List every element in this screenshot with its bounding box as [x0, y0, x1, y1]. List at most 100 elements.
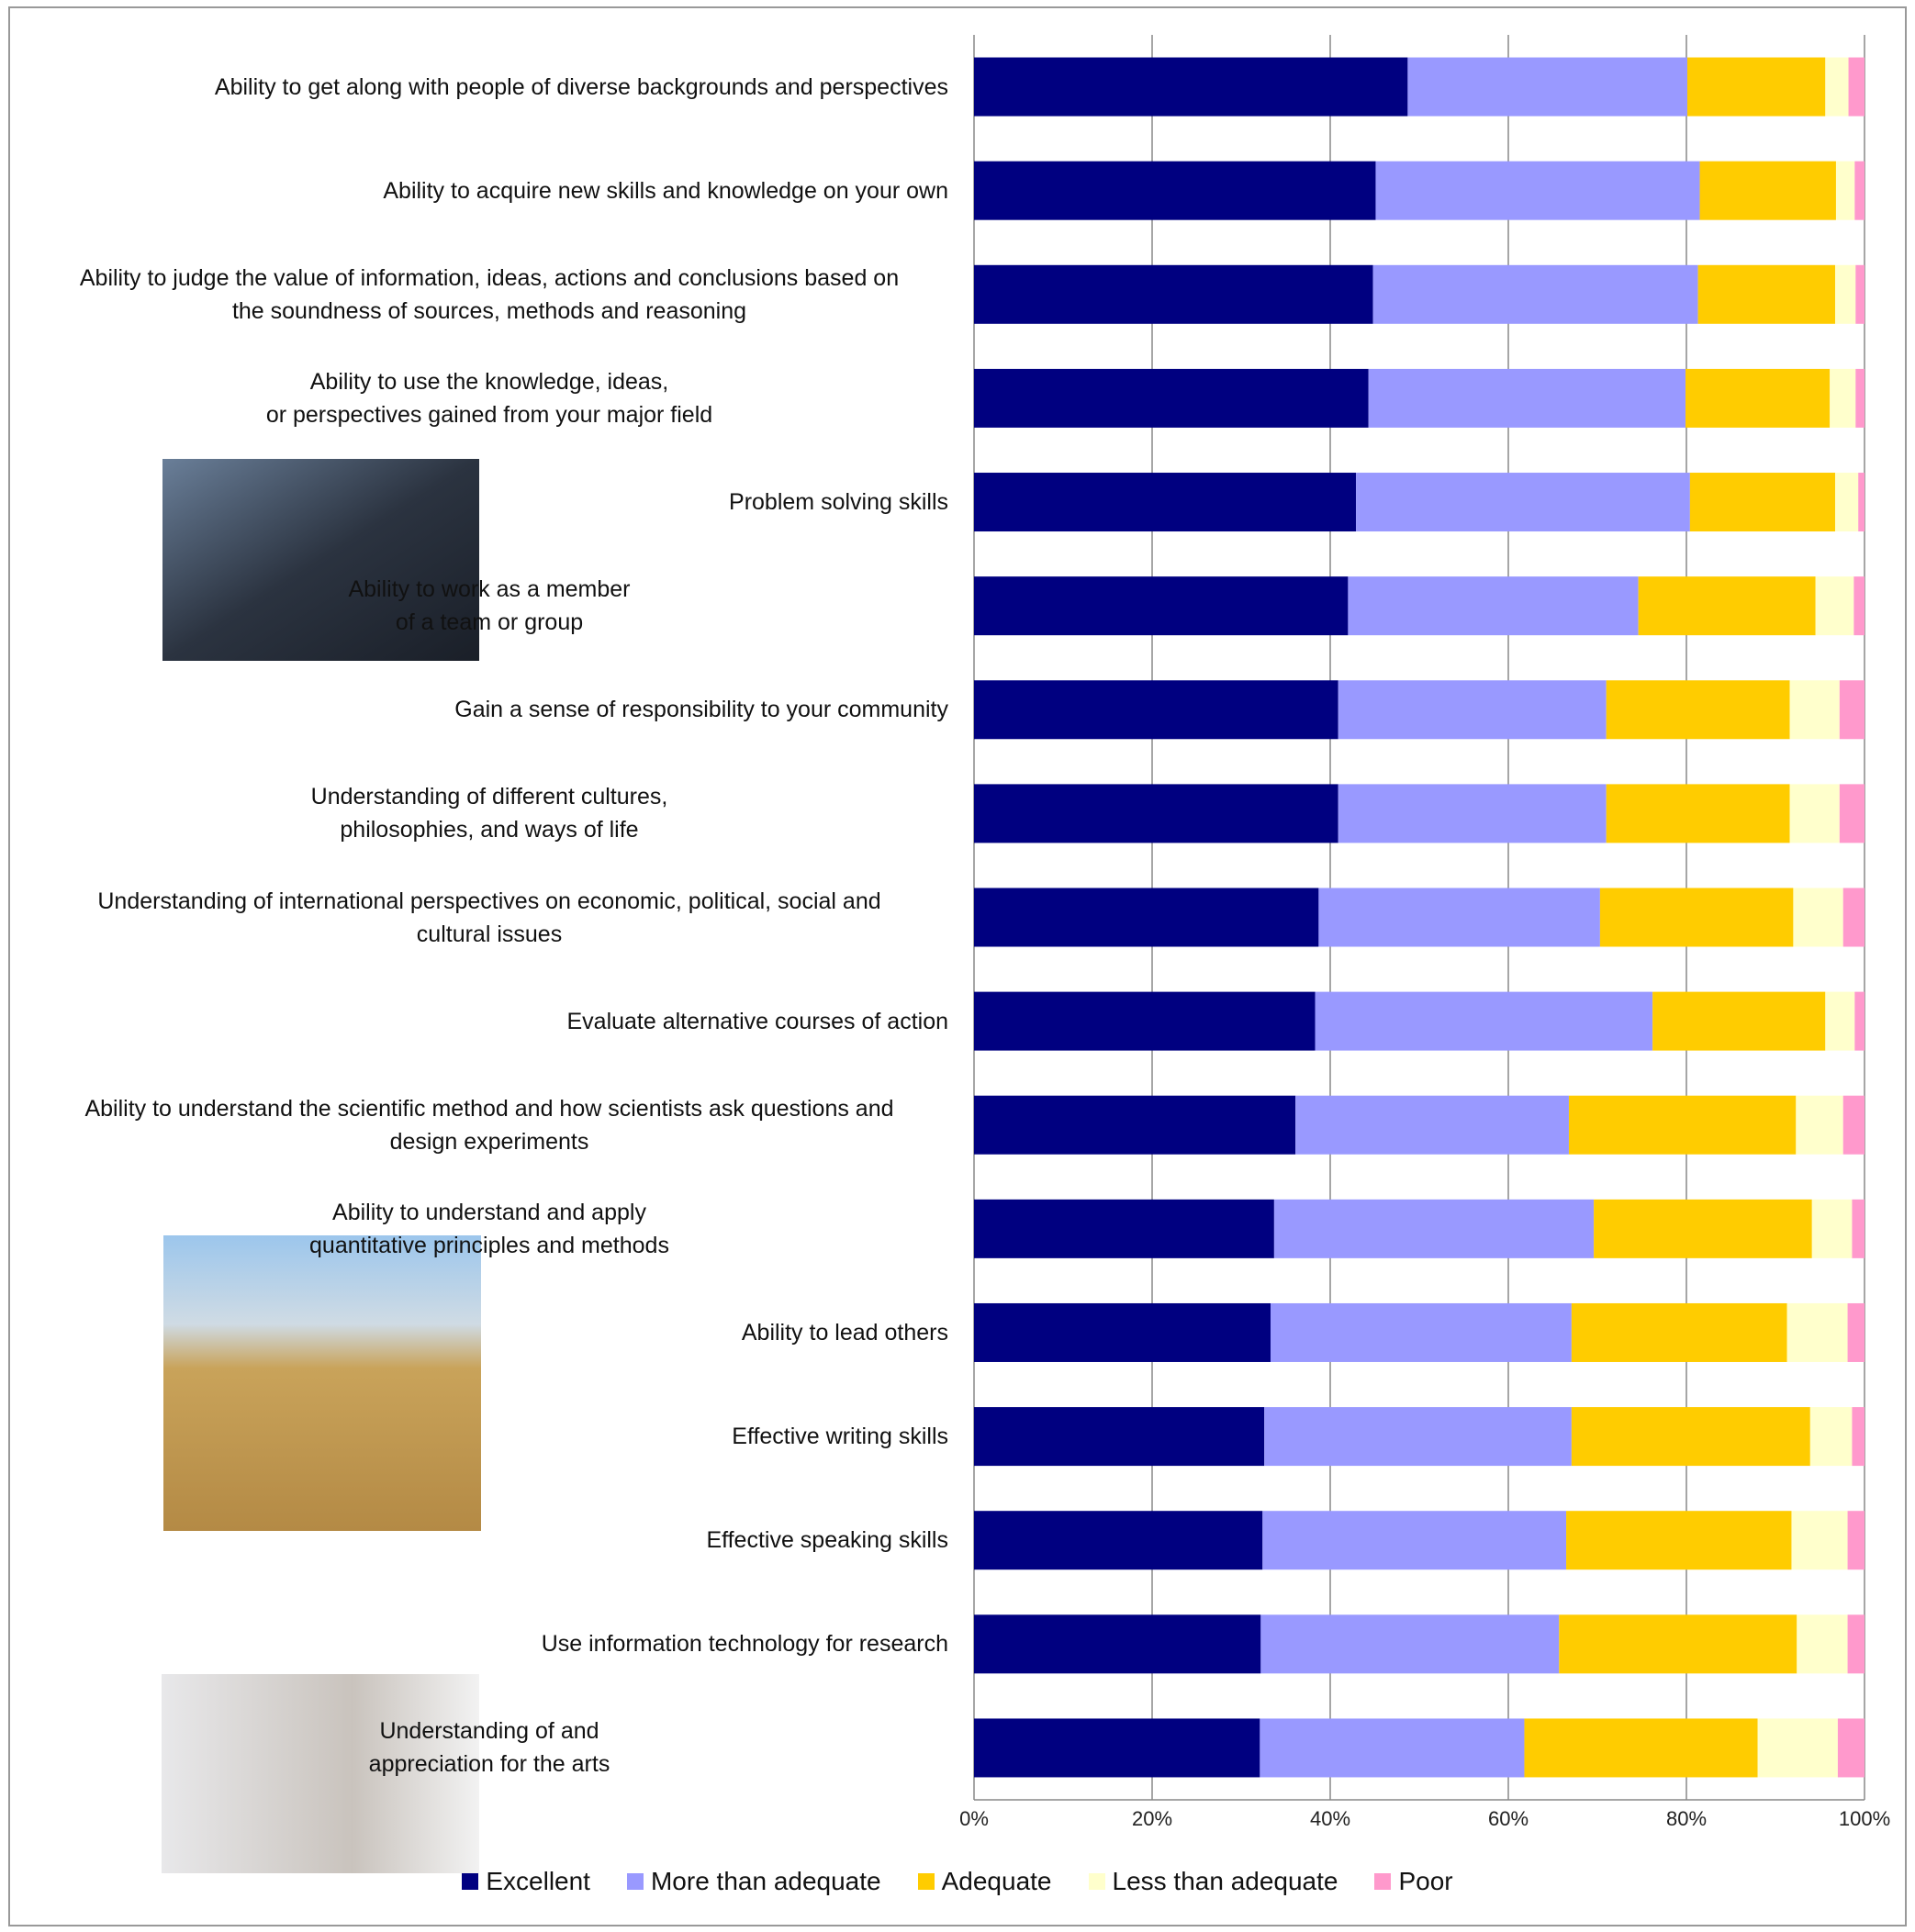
bar-segment	[1356, 473, 1690, 532]
bar-segment	[1852, 1199, 1865, 1258]
bar-segment	[1524, 1718, 1758, 1778]
frame	[8, 6, 1907, 1926]
category-label: Ability to use the knowledge, ideas, or …	[265, 368, 713, 428]
bar-segment	[1264, 1407, 1572, 1467]
bar-segment	[1854, 161, 1865, 220]
bar-segment	[1848, 57, 1865, 117]
x-tick-label: 0%	[959, 1807, 989, 1830]
bar-segment	[1793, 888, 1843, 947]
bar-segment	[1791, 1511, 1848, 1570]
bar-segment	[1338, 784, 1607, 843]
bar-segment	[1686, 57, 1826, 117]
bar-segment	[1685, 368, 1831, 428]
legend-label: Poor	[1398, 1867, 1453, 1895]
bar-segment	[1834, 473, 1859, 532]
bar-segment	[974, 1511, 1263, 1570]
bar-segment	[1338, 680, 1607, 740]
bar-segment	[974, 1302, 1271, 1362]
legend-swatch	[1374, 1873, 1392, 1890]
legend-label: More than adequate	[650, 1867, 881, 1895]
bar-segment	[1606, 680, 1790, 740]
bar-segment	[1571, 1302, 1787, 1362]
bar-segment	[974, 368, 1369, 428]
bar-segment	[1260, 1718, 1525, 1778]
x-tick-label: 100%	[1838, 1807, 1891, 1830]
category-label: Understanding of and appreciation for th…	[368, 1718, 610, 1778]
bar-segment	[974, 1614, 1261, 1674]
category-label: Ability to understand and apply quantita…	[309, 1199, 669, 1258]
category-label: Evaluate alternative courses of action	[566, 1008, 948, 1034]
bar-segment	[1842, 1095, 1865, 1155]
x-tick-label: 60%	[1487, 1807, 1529, 1830]
legend-label: Adequate	[941, 1867, 1052, 1895]
photo	[162, 1674, 479, 1873]
bar-segment	[1295, 1095, 1569, 1155]
bar-segment	[974, 888, 1319, 947]
bar-segment	[1566, 1511, 1792, 1570]
bar-segment	[1699, 161, 1836, 220]
bar-segment	[1599, 888, 1794, 947]
bar-segment	[1809, 1407, 1853, 1467]
bar-segment	[974, 473, 1357, 532]
bar-segment	[1847, 1614, 1865, 1674]
bar-segment	[1847, 1511, 1865, 1570]
bar-segment	[1830, 368, 1856, 428]
category-label: Ability to work as a member of a team or…	[348, 576, 631, 636]
legend-swatch	[1088, 1873, 1105, 1890]
category-label: Ability to acquire new skills and knowle…	[383, 177, 948, 204]
legend-swatch	[917, 1873, 935, 1890]
bar-segment	[1837, 1718, 1865, 1778]
bar-segment	[1407, 57, 1687, 117]
bar-segment	[1839, 680, 1865, 740]
bar-segment	[1260, 1614, 1560, 1674]
legend-label: Excellent	[486, 1867, 590, 1895]
category-label: Ability to understand the scientific met…	[84, 1095, 894, 1155]
bar-segment	[1842, 888, 1865, 947]
bar-segment	[974, 576, 1349, 636]
bar-segment	[1315, 991, 1653, 1051]
bar-segment	[1262, 1511, 1567, 1570]
bar-segment	[1372, 264, 1698, 324]
bar-segment	[1594, 1199, 1812, 1258]
bar-segment	[1847, 1302, 1865, 1362]
bar-segment	[1854, 991, 1865, 1051]
bar-segment	[1839, 784, 1865, 843]
bar-segment	[974, 264, 1373, 324]
bar-segment	[1606, 784, 1790, 843]
bar-segment	[974, 161, 1376, 220]
bar-segment	[1825, 57, 1849, 117]
bar-segment	[1797, 1614, 1848, 1674]
category-label: Ability to get along with people of dive…	[214, 73, 948, 100]
bar-segment	[1815, 576, 1854, 636]
legend-label: Less than adequate	[1112, 1867, 1338, 1895]
bar-segment	[1273, 1199, 1595, 1258]
bar-segment	[1811, 1199, 1853, 1258]
bar-segment	[1318, 888, 1600, 947]
x-tick-label: 80%	[1665, 1807, 1708, 1830]
legend-swatch	[462, 1873, 479, 1890]
x-tick-label: 40%	[1309, 1807, 1351, 1830]
legend: Excellent More than adequate Adequate Less …	[0, 1867, 1915, 1896]
bar-segment	[974, 1199, 1274, 1258]
category-label: Use information technology for research	[541, 1631, 948, 1658]
legend-item: Less than adequate	[1088, 1867, 1338, 1896]
bar-segment	[1796, 1095, 1843, 1155]
category-label: Problem solving skills	[729, 489, 948, 516]
bar-segment	[1368, 368, 1686, 428]
category-label: Effective speaking skills	[706, 1527, 948, 1554]
bar-segment	[1786, 1302, 1848, 1362]
category-label: Ability to lead others	[741, 1319, 948, 1346]
bar-segment	[974, 1095, 1296, 1155]
bar-segment	[1638, 576, 1816, 636]
legend-item: Excellent	[462, 1867, 590, 1896]
bar-segment	[1852, 1407, 1865, 1467]
bar-segment	[1853, 576, 1865, 636]
bar-segment	[1568, 1095, 1797, 1155]
bar-segment	[1855, 264, 1865, 324]
bar-segment	[974, 57, 1408, 117]
legend-item: Adequate	[917, 1867, 1052, 1896]
category-label: Ability to judge the value of informatio…	[79, 264, 900, 324]
bar-segment	[1559, 1614, 1797, 1674]
photo	[162, 459, 479, 661]
bar-segment	[1375, 161, 1700, 220]
